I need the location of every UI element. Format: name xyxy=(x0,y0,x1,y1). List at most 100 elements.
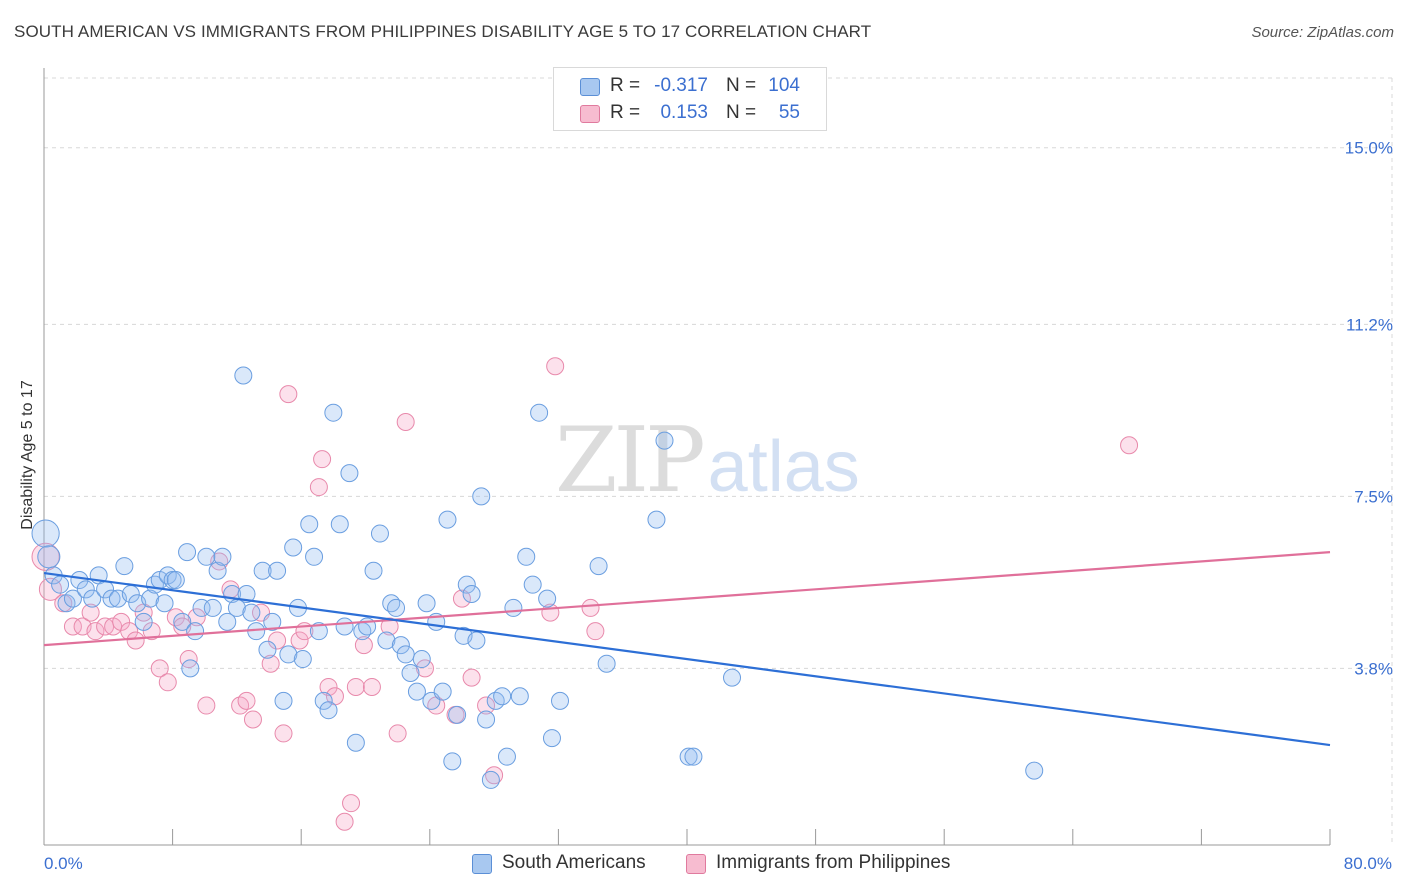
south-american-point xyxy=(208,561,227,580)
philippines-point xyxy=(415,659,434,678)
philippines-point xyxy=(197,696,216,715)
south-american-point xyxy=(401,664,420,683)
south-american-point xyxy=(655,431,674,450)
south-american-point xyxy=(213,547,232,566)
y-axis-title: Disability Age 5 to 17 xyxy=(19,380,36,530)
south-american-point xyxy=(37,545,61,569)
south-american-point xyxy=(166,571,185,590)
y-tick-label: 3.8% xyxy=(1354,659,1393,678)
south-american-point xyxy=(407,682,426,701)
south-american-point xyxy=(83,589,102,608)
south-american-point xyxy=(530,403,549,422)
philippines-point xyxy=(313,450,332,469)
trend-lines xyxy=(43,551,1331,747)
south-american-point xyxy=(274,691,293,710)
south-american-point xyxy=(300,515,319,534)
south-american-point xyxy=(517,547,536,566)
philippines-point xyxy=(290,631,309,650)
south-american-point xyxy=(31,519,60,548)
south-american-point xyxy=(457,575,476,594)
philippines-trend-line xyxy=(43,551,1331,647)
south-american-point xyxy=(443,752,462,771)
south-american-trend-line xyxy=(43,571,1331,747)
south-american-point xyxy=(63,589,82,608)
legend-n-value: 55 xyxy=(778,102,800,123)
legend-swatch-blue xyxy=(472,854,492,874)
south-american-point xyxy=(268,561,287,580)
south-american-point xyxy=(396,645,415,664)
y-tick-label: 11.2% xyxy=(1346,315,1393,334)
south-american-point xyxy=(203,598,222,617)
south-american-point xyxy=(234,366,253,385)
philippines-point xyxy=(261,654,280,673)
legend-r-label: R = xyxy=(610,102,641,123)
legend-r-value: -0.317 xyxy=(654,75,708,96)
south-american-point xyxy=(263,612,282,631)
grid xyxy=(44,77,1393,845)
south-american-point xyxy=(309,622,328,641)
philippines-point xyxy=(477,696,496,715)
philippines-point xyxy=(237,691,256,710)
south-american-point xyxy=(57,594,76,613)
philippines-point xyxy=(150,659,169,678)
south-american-point xyxy=(438,510,457,529)
south-american-point xyxy=(181,659,200,678)
x-tick-label: 0.0% xyxy=(44,854,83,873)
philippines-point xyxy=(274,724,293,743)
south-american-point xyxy=(433,682,452,701)
philippines-point xyxy=(362,677,381,696)
philippines-point xyxy=(86,622,105,641)
south-american-point xyxy=(293,650,312,669)
south-american-point xyxy=(497,747,516,766)
south-american-point xyxy=(141,589,160,608)
south-american-point xyxy=(467,631,486,650)
chart-title: SOUTH AMERICAN VS IMMIGRANTS FROM PHILIP… xyxy=(14,22,872,41)
south-american-point xyxy=(647,510,666,529)
philippines-point xyxy=(354,636,373,655)
y-tick-label: 7.5% xyxy=(1354,487,1393,506)
correlation-legend: R = -0.317 N = 104 R = 0.153 N = 55 xyxy=(553,67,827,131)
south-american-point xyxy=(237,584,256,603)
south-american-point xyxy=(218,612,237,631)
south-american-point xyxy=(102,589,121,608)
philippines-point xyxy=(31,542,60,571)
philippines-point xyxy=(279,385,298,404)
south-american-point xyxy=(324,403,343,422)
south-american-point xyxy=(242,603,261,622)
philippines-point xyxy=(63,617,82,636)
legend-row-south-americans: R = -0.317 N = 104 xyxy=(554,74,826,100)
south-american-point xyxy=(1025,761,1044,780)
south-american-point xyxy=(115,557,134,576)
south-american-point xyxy=(319,701,338,720)
south-american-point xyxy=(178,543,197,562)
south-american-point xyxy=(589,557,608,576)
philippines-point xyxy=(452,589,471,608)
legend-r-label: R = xyxy=(610,75,641,96)
south-american-point xyxy=(472,487,491,506)
south-american-point xyxy=(155,594,174,613)
philippines-point xyxy=(388,724,407,743)
philippines-point xyxy=(309,478,328,497)
philippines-point xyxy=(187,608,206,627)
philippines-point xyxy=(319,677,338,696)
south-american-point xyxy=(391,636,410,655)
south-american-point xyxy=(387,598,406,617)
south-american-point xyxy=(448,705,467,724)
south-american-point xyxy=(493,687,512,706)
south-american-point xyxy=(134,612,153,631)
south-american-point xyxy=(258,640,277,659)
legend-n-label: N = xyxy=(726,102,757,123)
x-tick-label: 80.0% xyxy=(1344,854,1392,873)
series-legend-label: South Americans xyxy=(502,852,646,873)
philippines-point xyxy=(81,603,100,622)
south-american-point xyxy=(330,515,349,534)
south-american-point xyxy=(173,612,192,631)
south-american-point xyxy=(346,733,365,752)
south-american-point xyxy=(723,668,742,687)
series-legend: South Americans Immigrants from Philippi… xyxy=(0,851,1406,879)
legend-n-label: N = xyxy=(726,75,757,96)
south-american-point xyxy=(597,654,616,673)
philippines-point xyxy=(380,617,399,636)
south-american-point xyxy=(412,650,431,669)
legend-r-value: 0.153 xyxy=(660,102,708,123)
